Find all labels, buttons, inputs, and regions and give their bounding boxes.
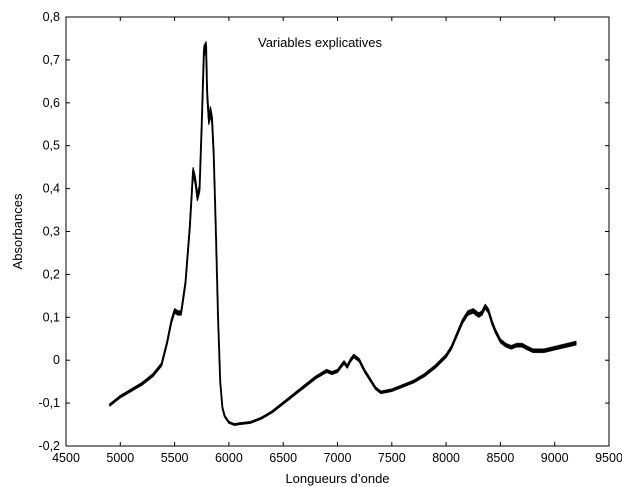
x-tick-label: 8500 <box>486 451 514 465</box>
x-tick-label: 6500 <box>269 451 297 465</box>
spectrum-line <box>109 42 577 425</box>
x-tick-label: 9000 <box>541 451 569 465</box>
y-axis: -0,2 -0,1 0 0,1 0,2 0,3 0,4 0,5 0,6 0,7 0,8 <box>38 10 609 453</box>
y-tick-label: 0,1 <box>43 310 60 324</box>
x-tick-label: 4500 <box>52 451 80 465</box>
x-axis-label: Longueurs d’onde <box>285 471 389 486</box>
y-tick-label: 0 <box>53 353 60 367</box>
spectrum-line <box>109 50 577 426</box>
x-tick-label: 5500 <box>161 451 189 465</box>
spectrum-line <box>109 40 577 425</box>
series-group <box>108 40 577 426</box>
x-tick-label: 8000 <box>432 451 460 465</box>
y-tick-label: 0,3 <box>43 225 60 239</box>
x-tick-label: 6000 <box>215 451 243 465</box>
annotation-text: Variables explicatives <box>258 35 383 50</box>
spectrum-line <box>109 41 577 425</box>
spectrum-line <box>109 49 577 426</box>
y-tick-label: 0,5 <box>43 139 60 153</box>
x-tick-label: 7500 <box>378 451 406 465</box>
y-tick-label: 0,8 <box>43 10 60 24</box>
plot-area <box>65 16 610 447</box>
y-tick-label: -0,2 <box>38 439 60 453</box>
spectrum-line <box>109 43 577 425</box>
y-axis-label: Absorbances <box>10 193 25 269</box>
x-axis: 4500 5000 5500 6000 6500 7000 7500 8000 8500 9000… <box>52 17 622 465</box>
spectrum-line <box>109 48 577 426</box>
x-tick-label: 7000 <box>324 451 352 465</box>
y-tick-label: -0,1 <box>38 396 60 410</box>
y-tick-label: 0,4 <box>43 182 60 196</box>
spectrum-line <box>109 46 577 426</box>
y-tick-label: 0,6 <box>43 96 60 110</box>
y-tick-label: 0,7 <box>43 53 60 67</box>
spectrum-line <box>109 44 577 425</box>
spectrum-line <box>109 52 577 426</box>
spectrum-line <box>109 51 577 426</box>
x-tick-label: 5000 <box>106 451 134 465</box>
x-tick-label: 9500 <box>595 451 622 465</box>
y-tick-label: 0,2 <box>43 267 60 281</box>
spectrum-line <box>108 45 577 426</box>
